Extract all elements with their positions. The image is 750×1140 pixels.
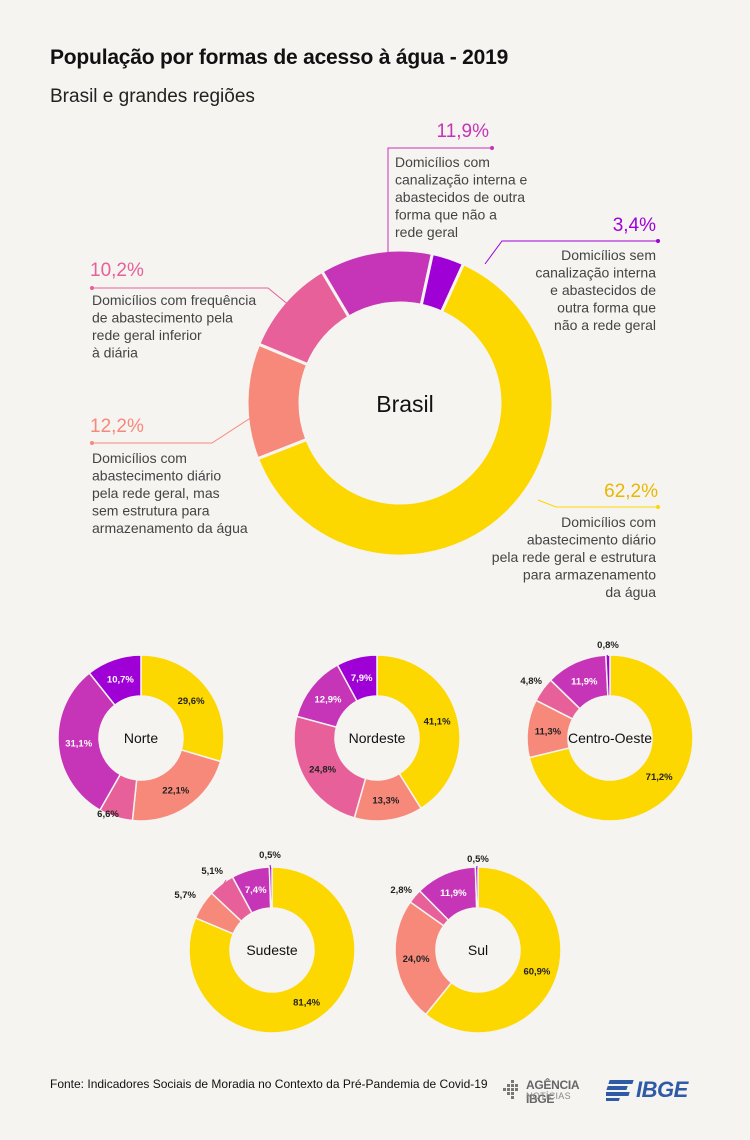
agencia-logo-subtext: NOTÍCIAS [526, 1091, 571, 1101]
donut-segment [88, 654, 142, 707]
data-label: 11,9% [440, 888, 467, 899]
center-label: Brasil [376, 391, 434, 417]
agencia-logo-text: AGÊNCIA IBGE [526, 1078, 579, 1106]
data-label: 22,1% [162, 785, 189, 796]
data-label: 0,5% [259, 850, 281, 861]
data-label: 60,9% [523, 966, 550, 977]
donut-segment [474, 866, 479, 909]
leader-line [92, 414, 256, 444]
data-label: 12,2% [90, 416, 144, 437]
data-label: 12,9% [315, 695, 342, 706]
data-label: 41,1% [424, 716, 451, 727]
data-label: 11,3% [535, 726, 562, 737]
category-label: Domicílios sem canalização interna e abast… [535, 247, 656, 333]
ibge-logo-text: IBGE [636, 1077, 688, 1102]
category-label: Domicílios com frequência de abasteciment… [92, 292, 256, 361]
data-label: 7,4% [245, 885, 267, 896]
data-label: 3,4% [613, 215, 656, 236]
leader-dot [490, 146, 494, 150]
source-note: Fonte: Indicadores Sociais de Moradia no… [50, 1077, 488, 1091]
donut-segment [419, 251, 466, 314]
center-label: Sudeste [246, 942, 298, 958]
donut-segment [528, 654, 694, 822]
data-label: 6,6% [97, 809, 119, 820]
data-label: 5,7% [174, 890, 196, 901]
data-label: 81,4% [293, 998, 320, 1009]
donut-segment [131, 748, 222, 822]
data-label: 31,1% [65, 738, 92, 749]
donut-segment [57, 671, 122, 812]
data-label: 11,9% [571, 677, 598, 688]
data-label: 4,8% [520, 676, 542, 687]
leader-line [109, 804, 117, 816]
data-label: 71,2% [646, 772, 673, 783]
leader-line [484, 240, 658, 265]
ibge-logo-icon [606, 1080, 634, 1101]
donut-segment [376, 654, 461, 810]
data-label: 0,8% [597, 640, 619, 651]
data-label: 24,0% [403, 954, 430, 965]
agencia-logo-icon [503, 1080, 518, 1099]
data-label: 11,9% [437, 121, 490, 142]
ibge-logo: IBGE [606, 1076, 706, 1104]
center-label: Sul [468, 942, 488, 958]
chart-subtitle: Brasil e grandes regiões [50, 86, 255, 107]
data-label: 0,5% [467, 854, 489, 865]
chart-title: População por formas de acesso à água - … [50, 46, 509, 69]
donut-charts: Brasil 11,9% 3,4% 10,2% 12,2% 62,2% Domicílios… [57, 121, 694, 1034]
leader-line [543, 687, 546, 691]
leader-line [222, 879, 227, 887]
donut-segment [188, 866, 356, 1034]
leader-dot [90, 441, 94, 445]
donut-segment [268, 866, 273, 909]
leader-dot [656, 505, 660, 509]
donut-segment [424, 866, 562, 1034]
donut-segment [293, 715, 367, 819]
leader-line [202, 904, 205, 907]
donut-segment [255, 261, 555, 558]
donut-segment [336, 654, 378, 703]
data-label: 2,8% [390, 885, 412, 896]
leader-line [606, 654, 609, 658]
leader-dot [90, 286, 94, 290]
donut-segment [394, 900, 453, 1016]
leader-line [537, 499, 658, 508]
donut-segment [140, 654, 225, 763]
leader-line [92, 287, 291, 307]
category-label: Domicílios com abastecimento diário pela r… [492, 514, 656, 600]
category-label: Domicílios com canalização interna e abast… [395, 154, 528, 240]
data-label: 29,6% [178, 696, 205, 707]
data-label: 24,8% [309, 764, 336, 775]
data-label: 10,2% [90, 260, 144, 281]
data-label: 13,3% [372, 795, 399, 806]
leader-dot [656, 239, 660, 243]
center-label: Nordeste [349, 730, 406, 746]
data-label: 7,9% [351, 673, 373, 684]
leader-line [387, 147, 492, 258]
data-label: 10,7% [107, 674, 134, 685]
category-label: Domicílios com abastecimento diário pela r… [92, 450, 248, 536]
leader-line [269, 864, 272, 870]
data-label: 62,2% [604, 481, 658, 502]
agencia-ibge-logo: AGÊNCIA IBGE NOTÍCIAS [502, 1076, 600, 1106]
center-label: Centro-Oeste [568, 730, 652, 746]
center-label: Norte [124, 730, 158, 746]
data-label: 5,1% [201, 866, 223, 877]
